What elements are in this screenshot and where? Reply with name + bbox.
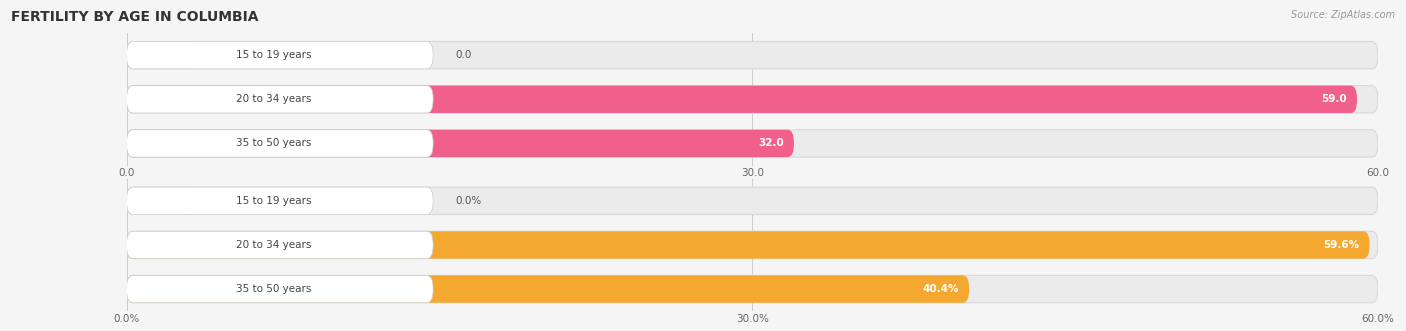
Text: 0.0%: 0.0% [456, 196, 482, 206]
Text: 0.0: 0.0 [456, 50, 472, 60]
Text: 40.4%: 40.4% [922, 284, 959, 294]
Text: 20 to 34 years: 20 to 34 years [236, 94, 311, 104]
FancyBboxPatch shape [127, 86, 433, 113]
FancyBboxPatch shape [127, 130, 794, 157]
FancyBboxPatch shape [127, 41, 433, 69]
Text: 59.6%: 59.6% [1323, 240, 1360, 250]
Text: Source: ZipAtlas.com: Source: ZipAtlas.com [1291, 10, 1395, 20]
FancyBboxPatch shape [127, 231, 433, 259]
FancyBboxPatch shape [127, 275, 969, 303]
FancyBboxPatch shape [127, 187, 1378, 214]
FancyBboxPatch shape [127, 187, 433, 214]
FancyBboxPatch shape [127, 231, 1378, 259]
FancyBboxPatch shape [127, 187, 195, 214]
FancyBboxPatch shape [127, 130, 433, 157]
FancyBboxPatch shape [127, 86, 1378, 113]
FancyBboxPatch shape [127, 41, 195, 69]
FancyBboxPatch shape [127, 231, 1369, 259]
Text: 15 to 19 years: 15 to 19 years [236, 196, 312, 206]
Text: 59.0: 59.0 [1322, 94, 1347, 104]
FancyBboxPatch shape [127, 130, 1378, 157]
Text: 20 to 34 years: 20 to 34 years [236, 240, 311, 250]
FancyBboxPatch shape [127, 41, 1378, 69]
Text: 35 to 50 years: 35 to 50 years [236, 284, 311, 294]
FancyBboxPatch shape [127, 275, 1378, 303]
FancyBboxPatch shape [127, 275, 433, 303]
Text: 32.0: 32.0 [758, 138, 785, 148]
Text: FERTILITY BY AGE IN COLUMBIA: FERTILITY BY AGE IN COLUMBIA [11, 10, 259, 24]
FancyBboxPatch shape [127, 86, 1357, 113]
Text: 35 to 50 years: 35 to 50 years [236, 138, 311, 148]
Text: 15 to 19 years: 15 to 19 years [236, 50, 312, 60]
